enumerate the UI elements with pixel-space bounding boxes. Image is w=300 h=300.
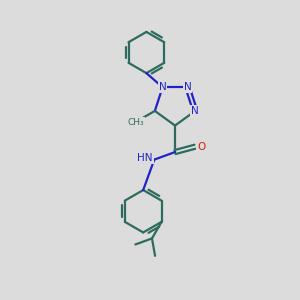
Text: O: O: [197, 142, 206, 152]
Text: N: N: [191, 106, 199, 116]
Text: N: N: [159, 82, 167, 92]
Text: CH₃: CH₃: [127, 118, 144, 127]
Text: N: N: [184, 82, 191, 92]
Text: HN: HN: [137, 153, 153, 163]
